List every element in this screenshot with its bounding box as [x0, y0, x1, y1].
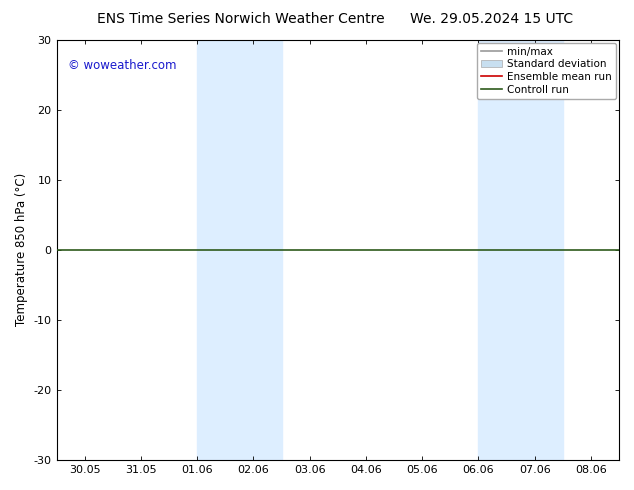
Bar	[197, 40, 281, 460]
Legend: min/max, Standard deviation, Ensemble mean run, Controll run: min/max, Standard deviation, Ensemble me…	[477, 43, 616, 99]
Text: ENS Time Series Norwich Weather Centre: ENS Time Series Norwich Weather Centre	[97, 12, 385, 26]
Y-axis label: Temperature 850 hPa (°C): Temperature 850 hPa (°C)	[15, 173, 28, 326]
Bar	[479, 40, 563, 460]
Text: We. 29.05.2024 15 UTC: We. 29.05.2024 15 UTC	[410, 12, 573, 26]
Text: © woweather.com: © woweather.com	[68, 58, 176, 72]
